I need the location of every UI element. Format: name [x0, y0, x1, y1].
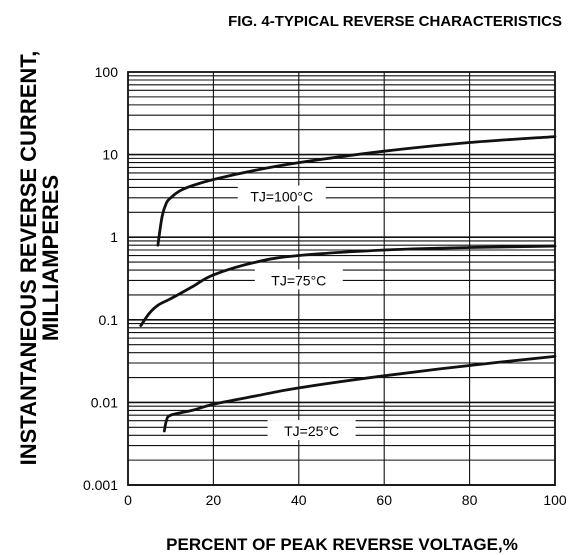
- series-line-1: [156, 135, 557, 247]
- curve-labels: TJ=100°C TJ=75°C TJ=25°C: [237, 185, 356, 441]
- curve-label-2: TJ=75°C: [271, 272, 326, 288]
- y-axis-label-line2: MILLIAMPERES: [38, 175, 63, 341]
- curve-label-1: TJ=100°C: [250, 189, 313, 205]
- series-curves: [139, 135, 557, 433]
- x-tick-label: 80: [462, 492, 478, 508]
- chart-title: FIG. 4-TYPICAL REVERSE CHARACTERISTICS: [228, 13, 562, 30]
- series-line-2: [139, 244, 557, 327]
- y-tick-label: 0.01: [91, 394, 118, 410]
- plot-frame: [127, 71, 556, 486]
- curve-label-bg: [237, 185, 326, 206]
- y-axis-label-line1: INSTANTANEOUS REVERSE CURRENT,: [16, 51, 41, 466]
- x-tick-label: 20: [206, 492, 222, 508]
- series-line-3: [162, 355, 557, 433]
- curve-label-bg: [267, 420, 356, 441]
- x-tick-label: 100: [543, 492, 567, 508]
- y-tick-label: 10: [102, 147, 118, 163]
- y-tick-label: 0.1: [99, 312, 119, 328]
- y-tick-label: 1: [110, 229, 118, 245]
- tick-labels: 0 20 40 60 80 100 100 10 1 0.1 0.01 0.001: [83, 64, 567, 508]
- x-tick-label: 40: [291, 492, 307, 508]
- axes: [127, 71, 556, 486]
- x-axis-label: PERCENT OF PEAK REVERSE VOLTAGE,%: [166, 535, 518, 554]
- x-tick-label: 60: [376, 492, 392, 508]
- curve-label-3: TJ=25°C: [284, 423, 339, 439]
- x-tick-label: 0: [124, 492, 132, 508]
- y-tick-label: 100: [95, 64, 119, 80]
- y-tick-label: 0.001: [83, 477, 118, 493]
- curve-label-bg: [254, 269, 343, 290]
